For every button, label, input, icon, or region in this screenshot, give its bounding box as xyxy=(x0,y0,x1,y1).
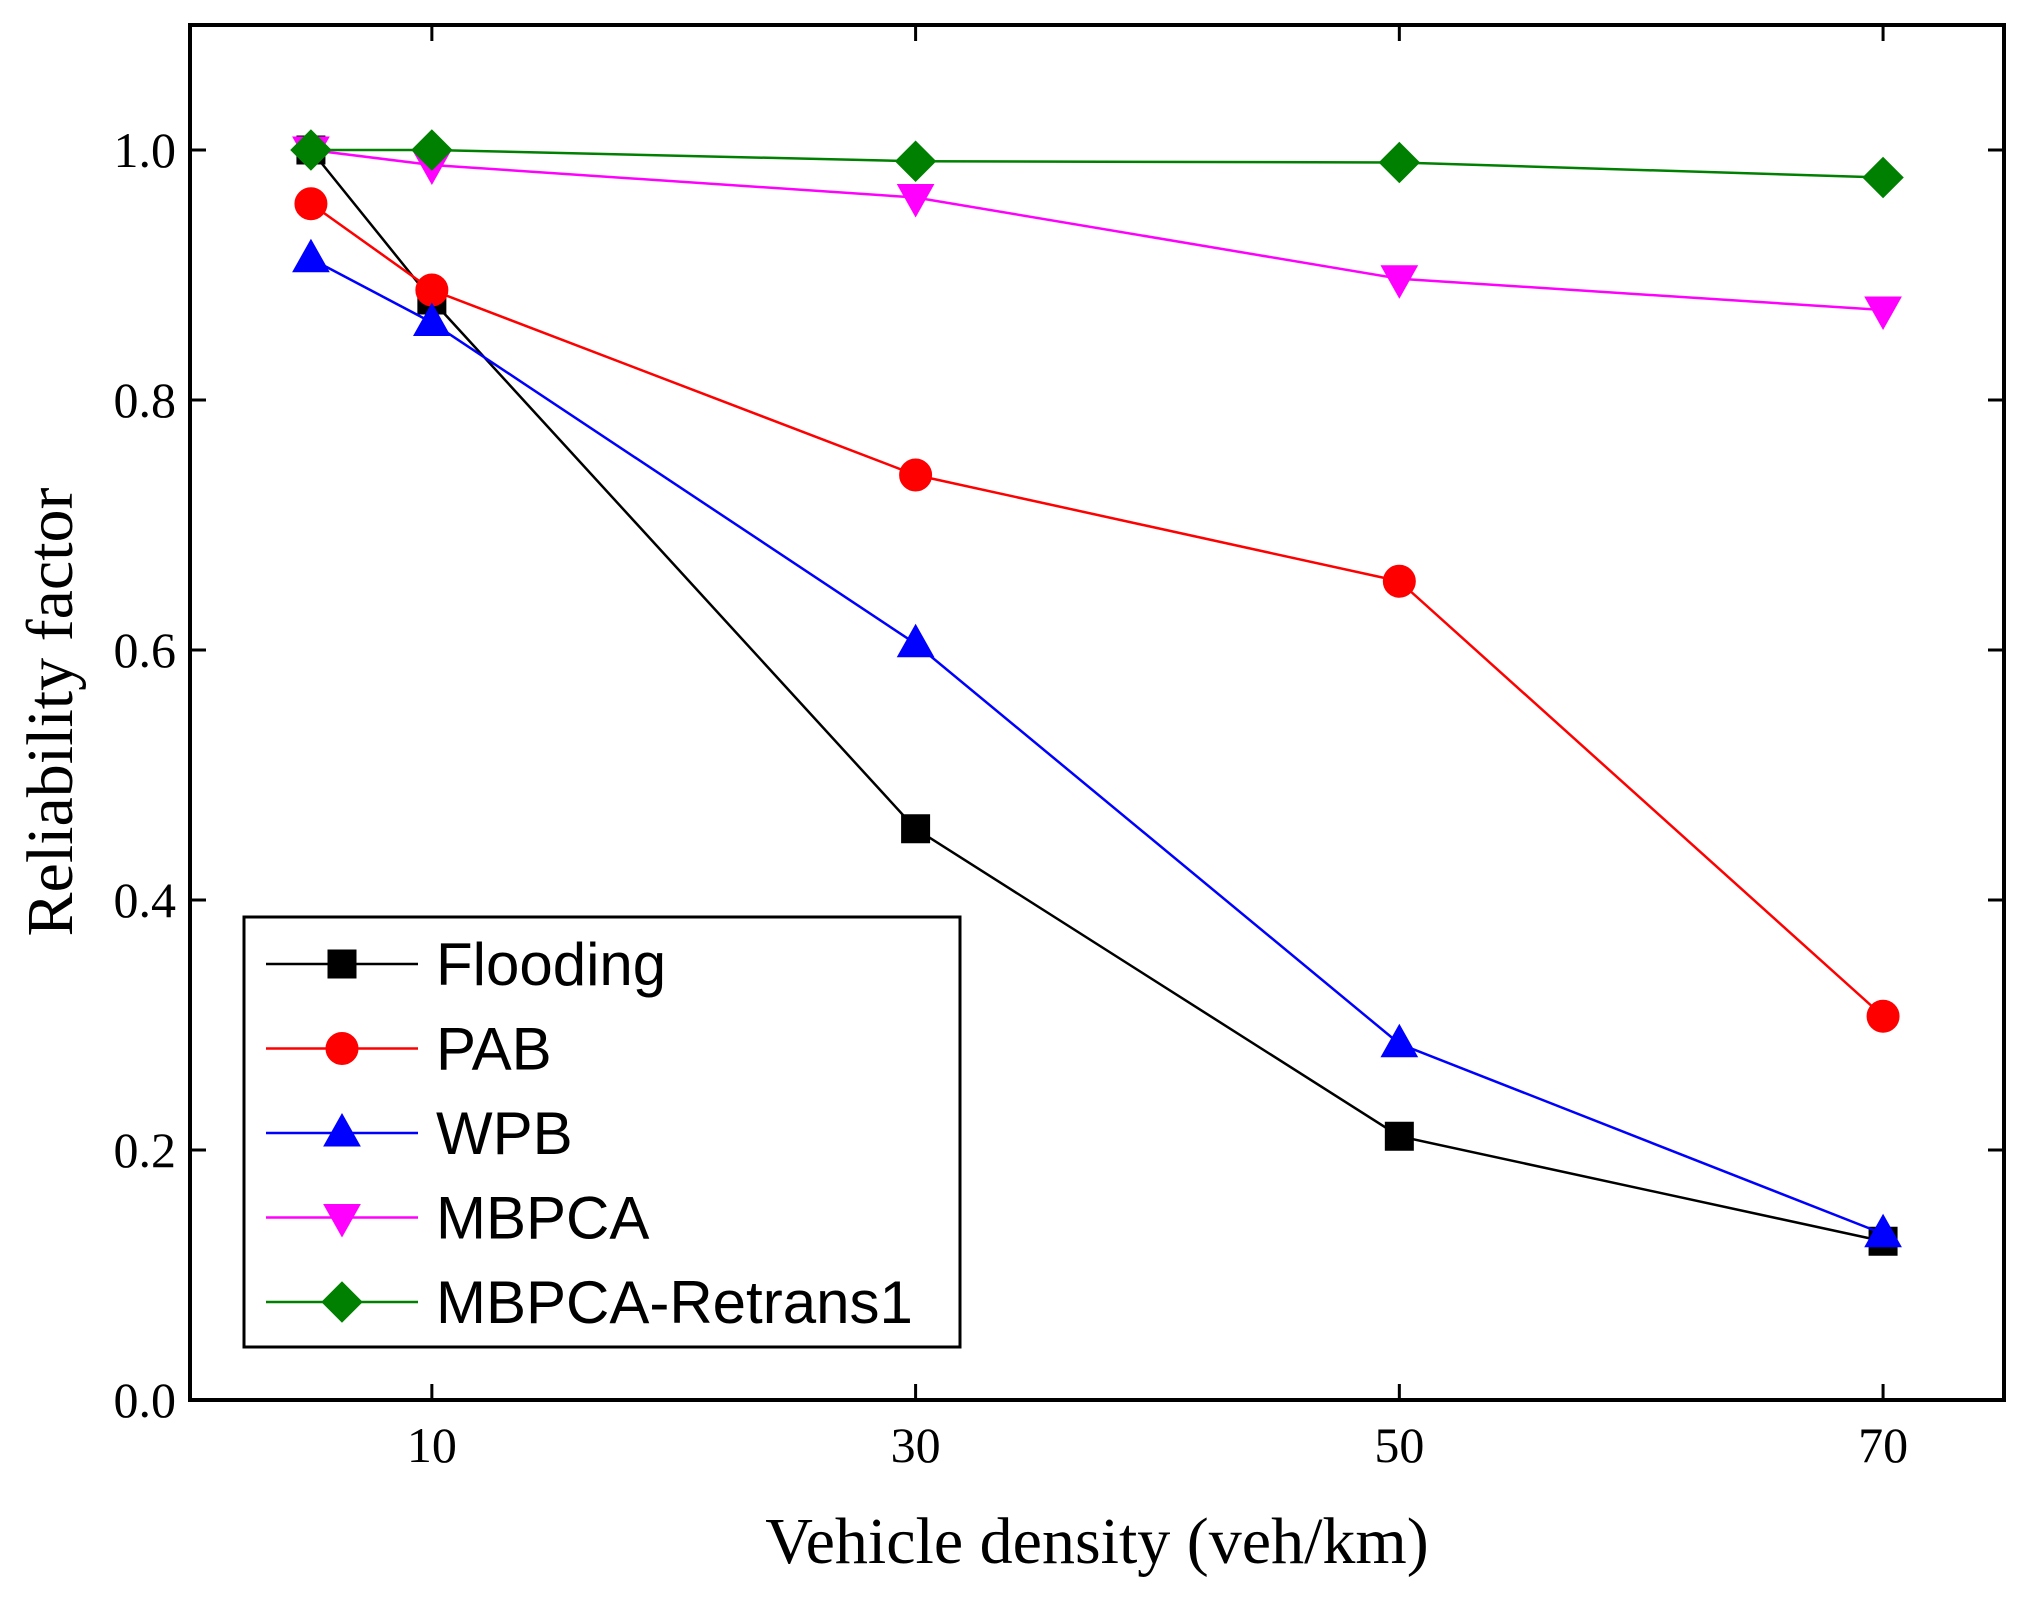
legend-label: WPB xyxy=(436,1100,573,1167)
y-tick-label: 0.2 xyxy=(114,1122,177,1178)
data-point-pab-2 xyxy=(899,458,933,492)
legend-marker-mbpca-retrans1 xyxy=(321,1281,363,1323)
legend-item-wpb: WPB xyxy=(266,1100,573,1167)
legend-item-flooding: Flooding xyxy=(266,931,666,998)
legend-label: PAB xyxy=(436,1016,552,1083)
y-axis-title: Reliability factor xyxy=(14,487,87,936)
series-layer xyxy=(290,129,1904,1256)
legend-marker-pab xyxy=(325,1032,359,1065)
data-point-wpb-3 xyxy=(1380,1023,1419,1058)
x-tick-label: 10 xyxy=(407,1417,457,1473)
legend-marker-flooding xyxy=(327,949,357,979)
plot-frame xyxy=(188,23,2006,1402)
data-point-mbpca-retrans1-1 xyxy=(411,129,453,171)
data-point-wpb-2 xyxy=(896,623,935,658)
data-point-flooding-2 xyxy=(901,814,931,844)
data-point-flooding-3 xyxy=(1384,1121,1414,1151)
legend-item-pab: PAB xyxy=(266,1016,552,1083)
data-point-mbpca-4 xyxy=(1864,296,1902,331)
series-mbpca-retrans1 xyxy=(290,129,1904,199)
data-point-wpb-1 xyxy=(413,302,451,336)
legend-marker-mbpca xyxy=(323,1204,361,1238)
data-point-wpb-0 xyxy=(292,238,330,273)
tick-layer: 0.0 0.2 0.4 0.6 0.8 1.0 10 30 50 70 xyxy=(114,25,2004,1473)
data-point-pab-4 xyxy=(1866,999,1900,1033)
data-point-mbpca-retrans1-3 xyxy=(1378,141,1421,184)
series-wpb xyxy=(292,238,1902,1248)
legend-label: MBPCA-Retrans1 xyxy=(436,1269,913,1336)
legend-items: Flooding PAB WPB MBPCA MBPCA-Retrans1 xyxy=(266,931,913,1336)
legend-item-mbpca: MBPCA xyxy=(266,1185,649,1252)
data-point-pab-3 xyxy=(1382,564,1416,598)
legend-item-mbpca-retrans1: MBPCA-Retrans1 xyxy=(266,1269,913,1336)
y-tick-label: 0.0 xyxy=(114,1372,177,1428)
y-tick-label: 0.6 xyxy=(114,622,177,678)
y-tick-label: 0.8 xyxy=(114,372,177,428)
data-point-mbpca-3 xyxy=(1380,265,1419,299)
data-point-mbpca-retrans1-0 xyxy=(290,129,332,171)
legend-label: Flooding xyxy=(436,931,666,998)
y-tick-label: 0.4 xyxy=(114,872,177,928)
y-tick-label: 1.0 xyxy=(114,122,177,178)
legend-marker-wpb xyxy=(323,1112,361,1147)
data-point-pab-0 xyxy=(294,187,328,221)
x-tick-label: 50 xyxy=(1374,1417,1424,1473)
data-point-pab-1 xyxy=(415,273,449,307)
x-tick-label: 70 xyxy=(1858,1417,1908,1473)
x-tick-label: 30 xyxy=(891,1417,941,1473)
x-axis-title: Vehicle density (veh/km) xyxy=(765,1505,1428,1578)
legend: Flooding PAB WPB MBPCA MBPCA-Retrans1 xyxy=(242,915,962,1349)
series-pab xyxy=(294,187,1900,1033)
legend-label: MBPCA xyxy=(436,1185,649,1252)
data-point-wpb-4 xyxy=(1864,1213,1902,1248)
data-point-mbpca-retrans1-4 xyxy=(1862,156,1904,199)
data-point-mbpca-retrans1-2 xyxy=(894,140,937,182)
data-point-mbpca-2 xyxy=(896,184,935,218)
